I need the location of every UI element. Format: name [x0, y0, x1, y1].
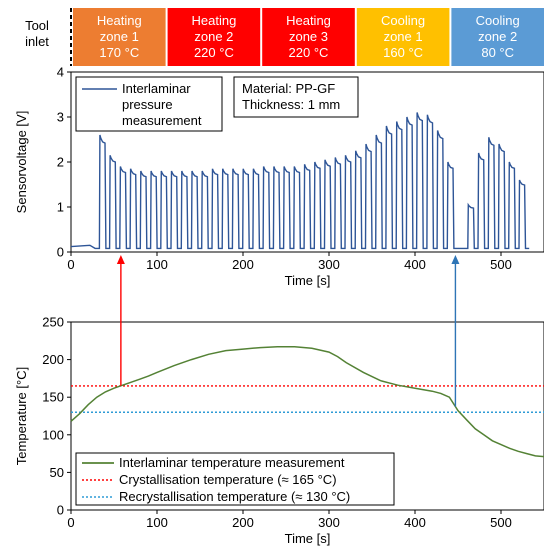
pressure-y-tick-label: 2 — [57, 155, 64, 170]
zone-label: Heating — [191, 13, 236, 28]
pressure-legend-line2: pressure — [122, 97, 173, 112]
zone-block — [356, 8, 450, 66]
crystallisation-legend-entry: Crystallisation temperature (≈ 165 °C) — [119, 472, 337, 487]
zone-label: 160 °C — [383, 45, 423, 60]
material-annotation-box — [233, 76, 359, 118]
pressure-legend-box — [75, 76, 223, 132]
pressure-x-tick-label: 0 — [67, 257, 74, 272]
pressure-x-tick-label: 400 — [404, 257, 426, 272]
temperature-y-tick-label: 150 — [42, 390, 64, 405]
zone-block — [451, 8, 544, 66]
temperature-x-tick-label: 200 — [232, 515, 254, 530]
temperature-x-tick-label: 500 — [490, 515, 512, 530]
zone-label: Cooling — [381, 13, 425, 28]
pressure-chart: 0 100 200 300 400 500 0 1 2 3 4 Time [s] Sensorvol… — [14, 65, 544, 288]
temperature-x-tick-label: 100 — [146, 515, 168, 530]
pressure-x-tick-label: 100 — [146, 257, 168, 272]
temperature-y-tick-label: 100 — [42, 427, 64, 442]
temperature-legend: Interlaminar temperature measurement Cry… — [75, 452, 395, 506]
material-annotation-line1: Material: PP-GF — [242, 81, 335, 96]
recrystallisation-legend-entry: Recrystallisation temperature (≈ 130 °C) — [119, 489, 350, 504]
temperature-x-tick-label: 300 — [318, 515, 340, 530]
marker-arrow-head — [116, 255, 125, 264]
temperature-legend-box — [75, 452, 395, 506]
pressure-y-tick-label: 3 — [57, 110, 64, 125]
pressure-legend-line3: measurement — [122, 113, 202, 128]
zone-label: 80 °C — [481, 45, 514, 60]
pressure-axis-ticks: 0 100 200 300 400 500 0 1 2 3 4 — [57, 65, 512, 273]
temperature-chart: 0 100 200 300 400 500 0 50 100 150 200 250 Time [s]… — [14, 315, 544, 546]
pressure-y-tick-label: 0 — [57, 245, 64, 260]
zone-label: Cooling — [476, 13, 520, 28]
zone-label: 170 °C — [99, 45, 139, 60]
marker-arrow-head — [451, 255, 460, 264]
zone-block — [167, 8, 261, 66]
temperature-x-tick-label: 400 — [404, 515, 426, 530]
zone-label: Heating — [97, 13, 142, 28]
temperature-y-tick-label: 50 — [50, 465, 64, 480]
zone-label: zone 3 — [289, 29, 328, 44]
temperature-series-line — [70, 346, 544, 458]
zone-label: 220 °C — [289, 45, 329, 60]
zone-block — [73, 8, 166, 66]
pressure-x-axis-label: Time [s] — [285, 273, 331, 288]
temperature-plot-frame — [70, 321, 544, 511]
zone-block — [262, 8, 355, 66]
pressure-x-tick-label: 500 — [490, 257, 512, 272]
pressure-x-tick-label: 300 — [318, 257, 340, 272]
zone-label: Heating — [286, 13, 331, 28]
pressure-y-axis-label: Sensorvoltage [V] — [14, 111, 29, 214]
tool-inlet-line1: Tool — [25, 18, 49, 33]
temperature-y-tick-label: 200 — [42, 352, 64, 367]
temperature-y-tick-label: 0 — [57, 503, 64, 518]
pressure-x-tick-label: 200 — [232, 257, 254, 272]
pressure-legend: Interlaminar pressure measurement — [75, 76, 223, 132]
zone-label: zone 2 — [478, 29, 517, 44]
zone-label: 220 °C — [194, 45, 234, 60]
tool-inlet-line2: inlet — [25, 34, 49, 49]
zone-label: zone 1 — [100, 29, 139, 44]
temperature-legend-entry: Interlaminar temperature measurement — [119, 455, 345, 470]
zone-label: zone 2 — [194, 29, 233, 44]
zone-label: zone 1 — [384, 29, 423, 44]
temperature-x-tick-label: 0 — [67, 515, 74, 530]
correlation-markers — [116, 255, 460, 407]
pressure-y-tick-label: 4 — [57, 65, 64, 80]
temperature-y-tick-label: 250 — [42, 315, 64, 330]
pressure-legend-line1: Interlaminar — [122, 81, 191, 96]
material-annotation-line2: Thickness: 1 mm — [242, 97, 340, 112]
temperature-y-axis-label: Temperature [°C] — [14, 367, 29, 465]
temperature-x-axis-label: Time [s] — [285, 531, 331, 546]
temperature-axis-ticks: 0 100 200 300 400 500 0 50 100 150 200 250 — [42, 315, 512, 531]
pressure-series-line — [70, 112, 530, 250]
material-annotation: Material: PP-GF Thickness: 1 mm — [233, 76, 359, 118]
pressure-y-tick-label: 1 — [57, 200, 64, 215]
